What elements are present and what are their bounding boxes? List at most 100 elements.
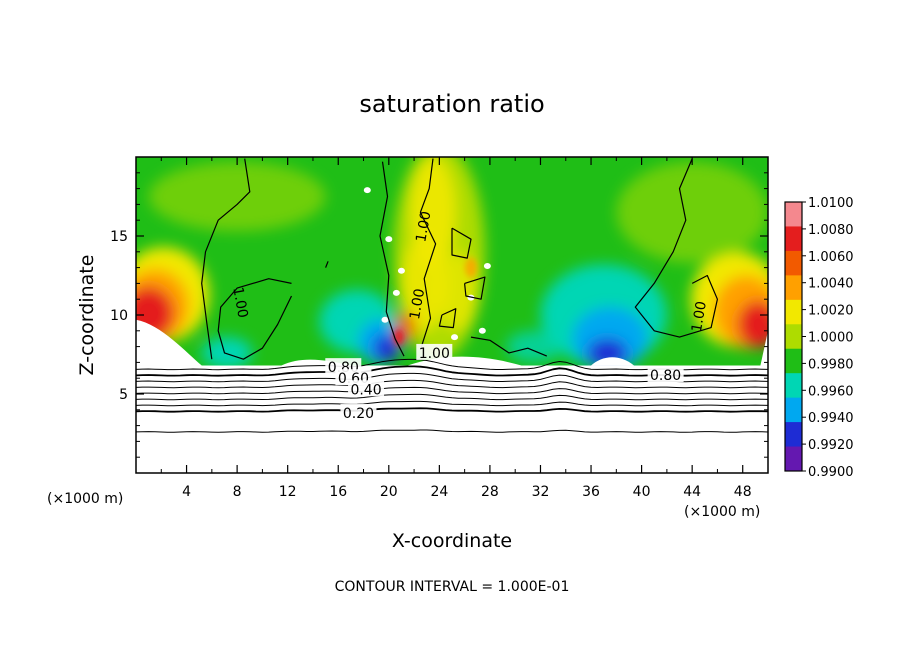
contour-label-4: 1.00 — [689, 300, 710, 333]
contour-label-bg-3 — [416, 343, 453, 360]
contour-label-bg-7 — [348, 380, 385, 397]
x-tick-label-20: 20 — [380, 484, 398, 500]
x-unit-right: (×1000 m) — [684, 504, 760, 520]
colorbar-label-6: 0.9980 — [808, 357, 854, 372]
colorbar-segment-7 — [785, 373, 802, 399]
colorbar-segment-6 — [785, 348, 802, 374]
field-dry-patch-2 — [483, 263, 491, 270]
contour-interval-note: CONTOUR INTERVAL = 1.000E-01 — [335, 579, 570, 595]
x-tick-label-24: 24 — [430, 484, 448, 500]
field-blobs — [136, 157, 768, 371]
contour-0.50 — [136, 386, 768, 395]
x-axis-label: X-coordinate — [392, 530, 512, 552]
contour-label-0: 1.00 — [229, 286, 250, 319]
colorbar-segment-8 — [785, 397, 802, 423]
contour-1.00-speck — [325, 261, 329, 268]
field-dry-patch-6 — [451, 334, 459, 341]
contour-1.00-plume-mid — [419, 158, 437, 350]
colorbar-label-3: 1.0040 — [808, 277, 854, 292]
colorbar-segment-10 — [785, 446, 802, 472]
field-right-red — [737, 300, 768, 349]
colorbar-label-0: 1.0100 — [808, 196, 854, 211]
y-axis-label: Z-coordinate — [76, 255, 98, 376]
contour-1.00-plume-loop-c — [438, 308, 457, 329]
colorbar-label-2: 1.0060 — [808, 250, 854, 265]
colorbar-label-7: 0.9960 — [808, 384, 854, 399]
contour-0.1 — [136, 429, 768, 433]
x-tick-label-8: 8 — [233, 484, 242, 500]
contour-label-2: 1.00 — [407, 287, 428, 320]
x-tick-label-32: 32 — [532, 484, 550, 500]
contour-label-8: 0.20 — [343, 406, 374, 422]
contour-1.00-base-right — [470, 336, 548, 357]
x-axis: 4 8 12 16 20 24 28 32 36 40 44 48 — [160, 157, 752, 500]
x-unit-left: (×1000 m) — [47, 491, 123, 507]
contour-label-bg-9 — [647, 366, 684, 383]
field-plume-orange-spot — [464, 257, 477, 278]
field-dark-center — [373, 333, 399, 363]
colorbar-label-8: 0.9940 — [808, 411, 854, 426]
contour-1.00-left-outer — [201, 158, 251, 360]
x-tick-label-44: 44 — [683, 484, 701, 500]
x-tick-label-12: 12 — [279, 484, 297, 500]
x-tick-label-16: 16 — [329, 484, 347, 500]
field-light-upper-left — [148, 161, 326, 232]
saturation-field — [136, 157, 768, 473]
colorbar-segment-1 — [785, 226, 802, 252]
x-tick-label-48: 48 — [734, 484, 752, 500]
contour-label-3: 1.00 — [419, 346, 450, 362]
chart-title: saturation ratio — [359, 90, 544, 118]
colorbar-segment-9 — [785, 422, 802, 448]
contour-label-7: 0.40 — [350, 382, 381, 398]
contour-1.00-right — [634, 158, 718, 338]
contour-0.30 — [136, 400, 768, 407]
y-tick-label-15: 15 — [110, 229, 128, 245]
contour-1.00-left-loop — [217, 278, 293, 360]
colorbar-segment-5 — [785, 324, 802, 350]
field-dry-left — [136, 319, 202, 366]
y-tick-label-5: 5 — [119, 387, 128, 403]
field-light-upper-right — [616, 161, 768, 263]
contour-label-9: 0.80 — [650, 368, 681, 384]
colorbar-segment-0 — [785, 202, 802, 227]
colorbar-segment-4 — [785, 299, 802, 325]
field-plume-yellow-mid — [401, 236, 447, 331]
colorbar: 1.0100 1.0080 1.0060 1.0040 1.0020 1.0000 0.99… — [784, 196, 854, 480]
field-dry-patch-4 — [392, 289, 400, 296]
field-dry-patch-0 — [363, 187, 371, 194]
field-plume-red-core — [393, 329, 404, 346]
contour-0.60 — [136, 379, 768, 389]
colorbar-label-4: 1.0020 — [808, 304, 854, 319]
colorbar-segment-3 — [785, 275, 802, 301]
contour-labels: 1.001.001.001.001.000.800.600.400.200.80 — [229, 210, 710, 422]
field-dry-patch-8 — [397, 267, 405, 274]
x-tick-label-36: 36 — [582, 484, 600, 500]
contour-label-bg-8 — [340, 403, 377, 420]
x-tick-label-40: 40 — [633, 484, 651, 500]
y-tick-label-10: 10 — [110, 308, 128, 324]
contour-1.00-plume-loop-b — [464, 276, 486, 300]
colorbar-label-9: 0.9920 — [808, 438, 854, 453]
field-dry-right — [591, 357, 635, 366]
contour-0.20 — [136, 407, 768, 413]
y-axis: 5 10 15 — [110, 172, 768, 458]
contour-1.00-plume-left — [379, 161, 405, 357]
plot-area: 1.001.001.001.001.000.800.600.400.200.80 — [136, 157, 768, 473]
x-tick-label-28: 28 — [481, 484, 499, 500]
contour-1.00-plume-loop-a — [451, 227, 472, 259]
field-dry-patch-5 — [381, 316, 389, 323]
field-dry-patch-1 — [385, 236, 393, 243]
x-tick-label-4: 4 — [182, 484, 191, 500]
field-cloud-region — [136, 365, 768, 473]
colorbar-segment-2 — [785, 250, 802, 276]
contour-0.40 — [136, 393, 768, 401]
colorbar-label-10: 0.9900 — [808, 465, 854, 480]
field-teal-right-small — [506, 330, 562, 363]
field-teal-left — [201, 337, 253, 369]
colorbar-label-5: 1.0000 — [808, 331, 854, 346]
contour-label-1: 1.00 — [413, 210, 434, 243]
colorbar-label-1: 1.0080 — [808, 223, 854, 238]
field-dry-patch-7 — [478, 327, 486, 334]
